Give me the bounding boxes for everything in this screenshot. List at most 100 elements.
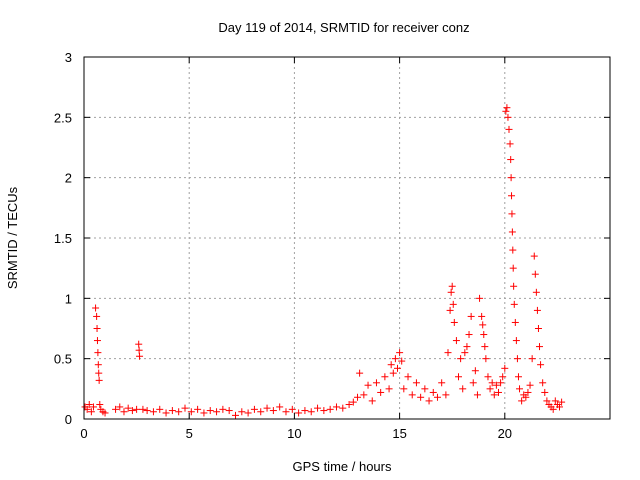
data-point bbox=[479, 321, 487, 329]
data-point bbox=[391, 355, 399, 363]
data-point bbox=[478, 312, 486, 320]
data-point bbox=[95, 369, 103, 377]
data-point bbox=[469, 379, 477, 387]
plot-frame bbox=[83, 56, 611, 420]
data-point bbox=[455, 373, 463, 381]
x-tick-label: 0 bbox=[80, 426, 87, 441]
data-point bbox=[101, 409, 109, 417]
data-point bbox=[510, 300, 518, 308]
data-point bbox=[213, 408, 221, 416]
data-point bbox=[136, 352, 144, 360]
y-tick-label: 0.5 bbox=[54, 352, 72, 367]
data-point bbox=[175, 408, 183, 416]
data-point bbox=[301, 407, 309, 415]
data-point bbox=[488, 379, 496, 387]
data-point bbox=[95, 376, 103, 384]
data-point bbox=[497, 379, 505, 387]
chart-title: Day 119 of 2014, SRMTID for receiver con… bbox=[218, 20, 469, 35]
y-tick-label: 0 bbox=[65, 412, 72, 427]
data-point bbox=[510, 282, 518, 290]
data-point bbox=[494, 388, 502, 396]
data-point bbox=[522, 393, 530, 401]
data-point bbox=[467, 312, 475, 320]
data-point bbox=[332, 403, 340, 411]
data-point bbox=[447, 288, 455, 296]
data-point bbox=[377, 388, 385, 396]
data-point bbox=[143, 407, 151, 415]
data-point bbox=[508, 192, 516, 200]
data-point bbox=[433, 393, 441, 401]
data-point bbox=[530, 252, 538, 260]
data-point bbox=[93, 312, 101, 320]
data-point bbox=[473, 391, 481, 399]
data-point bbox=[364, 381, 372, 389]
data-point bbox=[404, 373, 412, 381]
data-point bbox=[526, 381, 534, 389]
data-point bbox=[194, 405, 202, 413]
data-point bbox=[514, 373, 522, 381]
data-point bbox=[516, 385, 524, 393]
data-point bbox=[490, 391, 498, 399]
data-point bbox=[459, 385, 467, 393]
data-point bbox=[507, 174, 515, 182]
data-point bbox=[200, 409, 208, 417]
x-tick-label: 5 bbox=[186, 426, 193, 441]
data-point bbox=[92, 304, 100, 312]
data-point bbox=[541, 388, 549, 396]
y-tick-label: 3 bbox=[65, 50, 72, 65]
data-point bbox=[502, 107, 510, 115]
data-point bbox=[531, 270, 539, 278]
data-point bbox=[354, 393, 362, 401]
data-point bbox=[93, 325, 101, 332]
x-tick-label: 15 bbox=[392, 426, 406, 441]
data-point bbox=[225, 407, 233, 415]
data-point bbox=[244, 409, 252, 417]
data-point bbox=[288, 405, 296, 413]
y-tick-label: 1 bbox=[65, 291, 72, 306]
data-point bbox=[484, 373, 492, 381]
data-point bbox=[551, 397, 559, 405]
data-point bbox=[345, 401, 353, 409]
data-point bbox=[156, 405, 164, 413]
data-point bbox=[501, 364, 509, 372]
data-point bbox=[219, 405, 227, 413]
data-point bbox=[139, 405, 147, 413]
data-point bbox=[307, 408, 315, 416]
data-point bbox=[508, 210, 516, 218]
data-point bbox=[518, 397, 526, 405]
data-point bbox=[381, 373, 389, 381]
data-point bbox=[128, 407, 136, 415]
y-tick-label: 1.5 bbox=[54, 231, 72, 246]
data-point bbox=[349, 398, 357, 406]
data-point bbox=[339, 404, 347, 412]
data-point bbox=[476, 294, 484, 302]
data-point bbox=[187, 408, 195, 416]
data-point bbox=[452, 337, 460, 345]
data-point bbox=[482, 355, 490, 363]
data-point bbox=[89, 403, 97, 411]
data-point bbox=[537, 361, 545, 369]
data-point bbox=[505, 125, 513, 133]
data-point bbox=[400, 385, 408, 393]
data-point bbox=[295, 409, 303, 417]
data-point bbox=[162, 409, 170, 417]
data-point bbox=[250, 405, 258, 413]
data-point bbox=[450, 318, 458, 326]
data-point bbox=[444, 349, 452, 357]
data-point bbox=[534, 325, 542, 332]
data-point bbox=[471, 367, 479, 375]
data-point bbox=[511, 318, 519, 326]
data-point bbox=[135, 340, 143, 348]
data-point bbox=[536, 343, 544, 351]
data-point bbox=[461, 349, 469, 357]
data-point bbox=[231, 411, 239, 419]
data-point bbox=[503, 104, 511, 112]
data-point bbox=[481, 343, 489, 351]
data-point bbox=[421, 385, 429, 393]
data-point bbox=[457, 355, 465, 363]
data-point bbox=[480, 331, 488, 339]
data-point bbox=[387, 361, 395, 369]
data-point bbox=[269, 407, 277, 415]
data-point bbox=[320, 407, 328, 415]
data-point bbox=[257, 408, 265, 416]
